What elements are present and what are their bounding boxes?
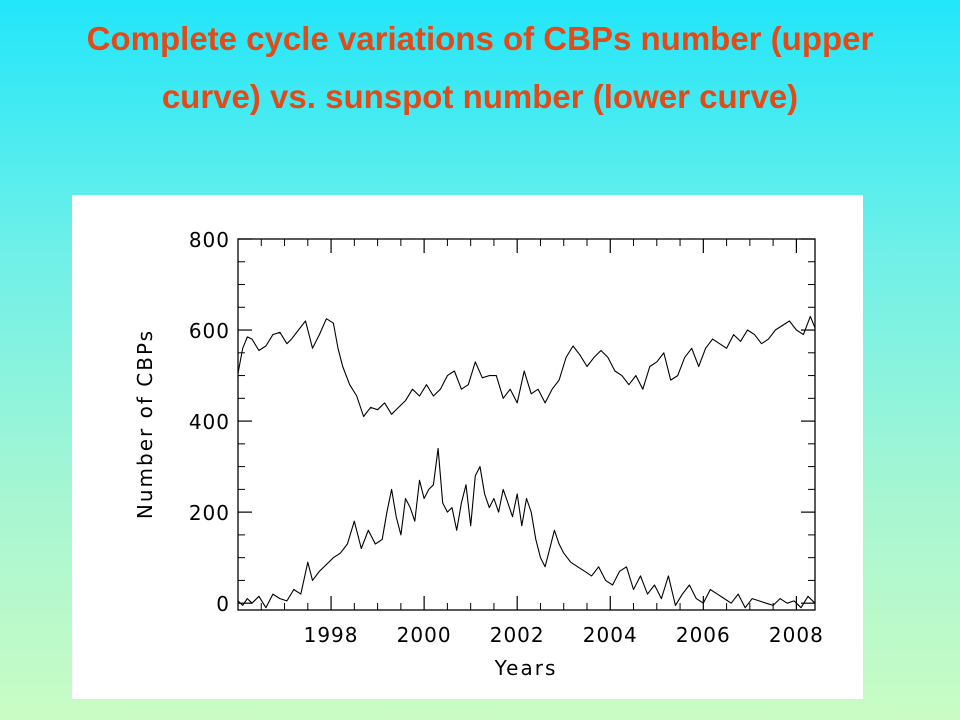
y-tick-label: 600 [189,319,230,343]
x-tick-label: 2002 [490,623,545,647]
x-tick-label: 1998 [304,623,359,647]
x-tick-label: 2004 [583,623,638,647]
x-tick-label: 2000 [397,623,452,647]
plot-area-frame [237,238,816,611]
sunspot-number-line [237,447,816,609]
series-lines [237,315,816,609]
chart-panel: 0 200 400 600 800 1998 2000 2002 2004 2006 2008 Ye… [72,195,863,699]
cbp-number-line [237,315,816,418]
x-tick-label: 2006 [676,623,731,647]
axis-ticks [238,238,815,610]
x-axis-title: Years [494,656,558,680]
y-axis-title: Number of CBPs [133,329,157,519]
slide-title: Complete cycle variations of CBPs number… [86,20,874,115]
y-tick-label: 400 [189,410,230,434]
y-tick-label: 200 [189,501,230,525]
x-tick-label: 2008 [769,623,824,647]
cbp-sunspot-line-chart: 0 200 400 600 800 1998 2000 2002 2004 2006 2008 Ye… [133,228,824,680]
y-tick-label: 800 [189,228,230,252]
y-tick-label: 0 [216,592,230,616]
tick-labels: 0 200 400 600 800 1998 2000 2002 2004 2006 2008 [189,228,824,647]
